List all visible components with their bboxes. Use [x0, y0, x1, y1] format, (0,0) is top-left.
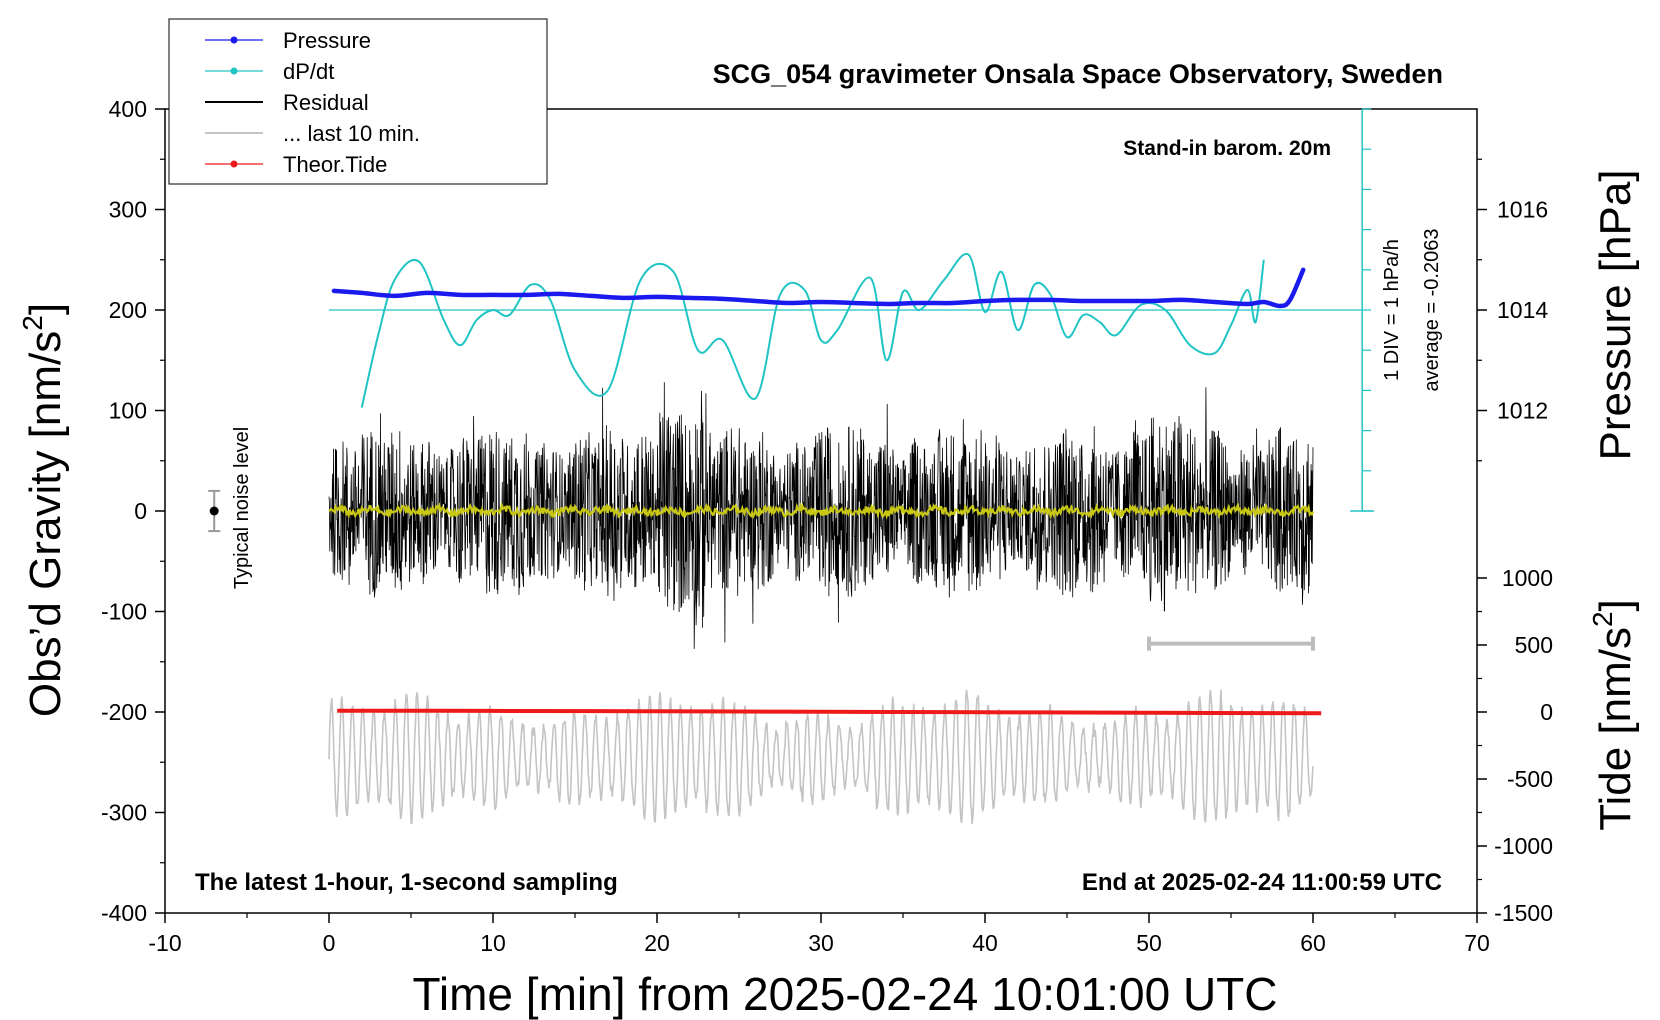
barometer-note: Stand-in barom. 20m — [1123, 137, 1331, 160]
pressure-line — [331, 267, 1306, 309]
tide-tick-label: -1500 — [1494, 900, 1553, 926]
x-axis-title: Time [min] from 2025-02-24 10:01:00 UTC — [413, 968, 1278, 1020]
smoothed-residual-trace — [328, 501, 1315, 521]
tide-title-sup: 2 — [1587, 611, 1618, 627]
noise-level-label: Typical noise level — [231, 427, 253, 589]
y-left-tick-label: 300 — [109, 197, 147, 223]
tide-tick-label: 1000 — [1502, 565, 1553, 591]
y-left-tick-label: 200 — [109, 297, 147, 323]
tide-title-tail: ] — [1591, 599, 1640, 611]
y-left-tick-label: -100 — [101, 599, 147, 625]
x-tick-label: -10 — [148, 930, 181, 956]
div-label: 1 DIV = 1 hPa/h — [1381, 239, 1403, 381]
last-10-min-layer — [328, 689, 1314, 825]
pressure-axis-title: Pressure [hPa] — [1591, 169, 1640, 460]
dpdt-line — [360, 252, 1265, 408]
tide-axis-title: Tide [nm/s2] — [1587, 599, 1640, 831]
y-left-tick-label: 100 — [109, 398, 147, 424]
last-10-min-trace — [328, 689, 1314, 825]
y-left-tick-label: -400 — [101, 900, 147, 926]
dpdt-scale — [329, 108, 1375, 512]
average-label: average = -0.2063 — [1421, 229, 1443, 392]
dpdt-layer — [360, 252, 1265, 408]
legend: Pressure dP/dt Residual ... last 10 min. The… — [168, 18, 548, 185]
smoothed-residual-layer — [328, 501, 1315, 521]
legend-marker — [230, 36, 238, 44]
x-tick-label: 70 — [1464, 930, 1490, 956]
x-axis: -10 0 10 20 30 40 50 60 70 — [148, 913, 1490, 956]
y-left-title-tail: ] — [21, 303, 70, 315]
tide-line — [337, 708, 1322, 716]
legend-label: Theor.Tide — [283, 152, 387, 177]
x-tick-label: 10 — [480, 930, 506, 956]
x-tick-label: 50 — [1136, 930, 1162, 956]
chart-title: SCG_054 gravimeter Onsala Space Observat… — [713, 59, 1443, 89]
y-left-tick-label: -300 — [101, 800, 147, 826]
legend-marker — [230, 67, 238, 75]
y-left-title-main: Obs’d Gravity [nm/s — [21, 331, 70, 717]
x-tick-label: 20 — [644, 930, 670, 956]
legend-marker — [230, 160, 238, 168]
y-left-title-sup: 2 — [17, 315, 48, 331]
tide-tick-label: 0 — [1540, 699, 1553, 725]
legend-label: Pressure — [283, 28, 371, 53]
tide-tick-label: -500 — [1507, 766, 1553, 792]
pressure-tick-label: 1016 — [1497, 197, 1548, 223]
tide-tick-label: -1000 — [1494, 833, 1553, 859]
x-tick-label: 0 — [323, 930, 336, 956]
y-left-tick-label: 400 — [109, 96, 147, 122]
x-tick-label: 60 — [1300, 930, 1326, 956]
pressure-tick-label: 1012 — [1497, 398, 1548, 424]
tide-axis: 1000 500 0 -500 -1000 -1500 — [1477, 565, 1553, 926]
y-axis-left: 400 300 200 100 0 -100 -200 -300 -400 — [101, 96, 165, 926]
y-left-tick-label: -200 — [101, 699, 147, 725]
tide-tick-label: 500 — [1515, 632, 1553, 658]
legend-label: Residual — [283, 90, 369, 115]
pressure-tick-label: 1014 — [1497, 297, 1548, 323]
pressure-axis: 1016 1014 1012 — [1477, 158, 1548, 462]
tide-title-main: Tide [nm/s — [1591, 627, 1640, 831]
noise-bar — [208, 489, 221, 533]
pressure-layer — [331, 267, 1306, 309]
noise-bar-dot — [209, 506, 219, 516]
y-axis-left-title: Obs’d Gravity [nm/s2] — [17, 303, 70, 717]
sampling-note: The latest 1-hour, 1-second sampling — [195, 869, 618, 896]
residual-trace — [328, 382, 1314, 649]
tide-layer — [337, 708, 1322, 716]
x-tick-label: 40 — [972, 930, 998, 956]
legend-label: ... last 10 min. — [283, 121, 420, 146]
y-left-tick-label: 0 — [134, 498, 147, 524]
residual-layer — [328, 382, 1314, 649]
end-time-note: End at 2025-02-24 11:00:59 UTC — [1082, 869, 1442, 896]
legend-label: dP/dt — [283, 59, 334, 84]
x-tick-label: 30 — [808, 930, 834, 956]
last-10-min-bar — [1147, 636, 1315, 651]
